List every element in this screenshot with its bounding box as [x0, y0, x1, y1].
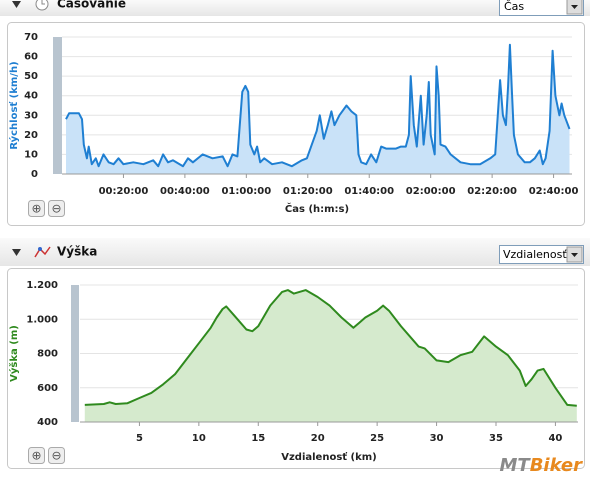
zoom-out[interactable] — [48, 200, 65, 217]
y-tick-label: 1.200 — [26, 280, 58, 291]
x-tick-label: 02:40:00 — [529, 186, 579, 197]
x-tick-label: 25 — [370, 433, 384, 444]
area-fill — [84, 290, 577, 422]
x-tick-label: 5 — [136, 433, 143, 444]
collapse-arrow[interactable] — [12, 249, 21, 256]
y-tick-label: 10 — [24, 149, 38, 160]
x-tick-label: 35 — [489, 433, 503, 444]
y-tick-label: 800 — [37, 349, 58, 360]
y-tick-label: 60 — [24, 52, 38, 63]
zoom-in[interactable] — [28, 447, 45, 464]
section-title: Časovanie — [57, 0, 126, 11]
x-tick-label: 01:00:00 — [221, 186, 271, 197]
dropdown-value: Čas — [504, 0, 524, 13]
x-tick-label: 20 — [311, 433, 325, 444]
x-tick-label: 10 — [192, 433, 206, 444]
x-tick-label: 00:20:00 — [99, 186, 149, 197]
y-tick-label: 70 — [24, 32, 38, 43]
x-axis-title: Vzdialenosť (km) — [281, 451, 377, 463]
zoom-out-icon: ⊖ — [51, 449, 61, 463]
dropdown-arrow — [571, 253, 578, 257]
data-line — [65, 43, 571, 168]
x-tick-label: 15 — [251, 433, 265, 444]
x-tick-label: 01:40:00 — [344, 186, 394, 197]
section-header — [0, 238, 590, 266]
x-tick-label: 01:20:00 — [283, 186, 333, 197]
dropdown-value: Vzdialenosť — [503, 248, 567, 261]
logo-prefix: MT — [499, 455, 531, 476]
clock-icon — [35, 0, 49, 11]
y-axis-title: Rýchlosť (km/h) — [8, 61, 20, 149]
x-tick-label: 40 — [548, 433, 562, 444]
logo: MTBiker — [499, 455, 583, 476]
zoom-out[interactable] — [48, 447, 65, 464]
range-handle[interactable] — [71, 285, 79, 422]
data-line — [84, 289, 577, 407]
dropdown-arrow — [571, 5, 578, 9]
y-axis-title: Výška (m) — [8, 325, 20, 382]
zoom-in-icon: ⊕ — [31, 202, 41, 216]
y-tick-label: 600 — [37, 383, 58, 394]
x-axis-title: Čas (h:m:s) — [285, 202, 349, 215]
y-tick-label: 400 — [37, 417, 58, 428]
zoom-out-icon: ⊖ — [51, 202, 61, 216]
chart-panel — [7, 22, 585, 226]
y-tick-label: 40 — [24, 91, 38, 102]
altitude-icon — [34, 246, 51, 258]
y-tick-label: 50 — [24, 71, 38, 82]
clock-hands — [41, 0, 45, 5]
y-tick-label: 1.000 — [26, 314, 58, 325]
y-tick-label: 0 — [31, 169, 38, 180]
altitude-icon-dot — [38, 247, 42, 251]
collapse-arrow[interactable] — [12, 1, 21, 8]
y-tick-label: 20 — [24, 130, 38, 141]
section-header — [0, 0, 590, 16]
logo-suffix: Biker — [530, 455, 583, 476]
x-tick-label: 00:40:00 — [160, 186, 210, 197]
y-tick-label: 30 — [24, 110, 38, 121]
zoom-in-icon: ⊕ — [31, 449, 41, 463]
x-tick-label: 02:00:00 — [406, 186, 456, 197]
dropdown[interactable] — [499, 0, 584, 16]
section-title: Výška — [57, 245, 97, 259]
zoom-in[interactable] — [28, 200, 45, 217]
range-handle[interactable] — [53, 37, 62, 174]
dropdown[interactable] — [499, 245, 584, 264]
x-tick-label: 30 — [430, 433, 444, 444]
x-tick-label: 02:20:00 — [467, 186, 517, 197]
